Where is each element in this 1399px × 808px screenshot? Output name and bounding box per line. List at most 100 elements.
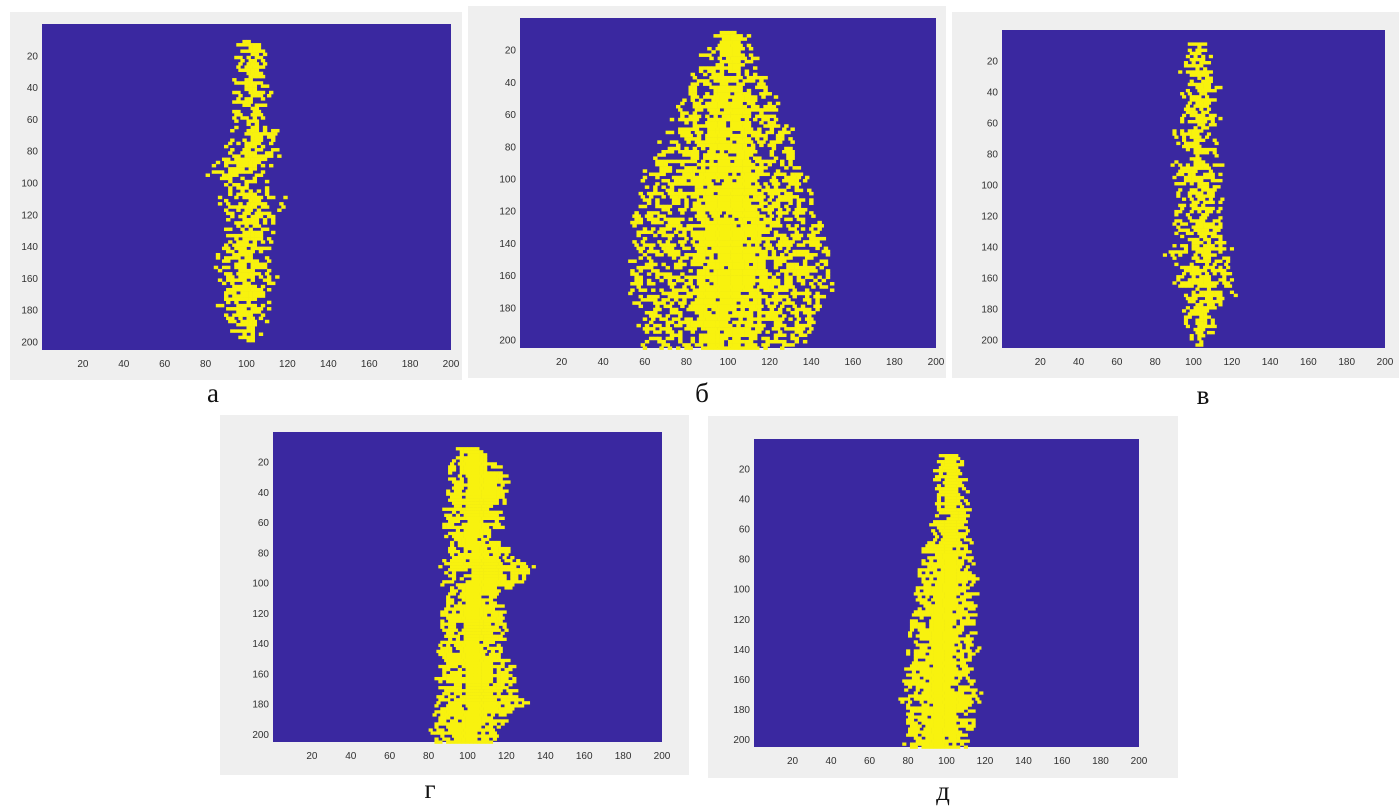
- filled-cell: [800, 249, 806, 254]
- filled-cell: [514, 574, 519, 578]
- filled-cell: [738, 56, 743, 61]
- filled-cell: [252, 291, 258, 295]
- filled-cell: [451, 465, 457, 469]
- filled-cell: [471, 453, 476, 457]
- caption-d: г: [424, 774, 436, 804]
- filled-cell: [1214, 299, 1219, 304]
- filled-cell: [1199, 330, 1204, 335]
- filled-cell: [657, 153, 662, 157]
- filled-cell: [784, 146, 789, 151]
- filled-cell: [236, 109, 241, 114]
- filled-cell: [946, 454, 951, 458]
- filled-cell: [469, 722, 474, 726]
- filled-cell: [1208, 54, 1213, 59]
- filled-cell: [690, 150, 696, 154]
- filled-cell: [721, 79, 727, 83]
- filled-cell: [759, 317, 764, 321]
- filled-cell: [481, 462, 486, 466]
- filled-cell: [732, 330, 737, 334]
- filled-cell: [721, 249, 727, 254]
- filled-cell: [1178, 169, 1183, 174]
- filled-cell: [490, 625, 496, 629]
- filled-cell: [703, 172, 708, 177]
- filled-cell: [471, 728, 476, 732]
- filled-cell: [254, 173, 260, 177]
- filled-cell: [723, 207, 729, 212]
- filled-cell: [775, 182, 781, 186]
- filled-cell: [1201, 197, 1206, 201]
- filled-cell: [746, 92, 752, 96]
- filled-cell: [492, 589, 497, 593]
- filled-cell: [238, 265, 243, 270]
- filled-cell: [1199, 281, 1204, 285]
- filled-cell: [488, 710, 494, 714]
- filled-cell: [1199, 259, 1204, 263]
- filled-cell: [1204, 324, 1210, 329]
- filled-cell: [763, 104, 768, 109]
- filled-cell: [773, 108, 779, 112]
- filled-cell: [944, 469, 949, 473]
- filled-cell: [755, 56, 760, 61]
- filled-cell: [1201, 219, 1206, 223]
- filled-cell: [728, 46, 733, 51]
- filled-cell: [240, 205, 245, 209]
- filled-cell: [1203, 42, 1208, 46]
- filled-cell: [777, 310, 783, 315]
- filled-cell: [268, 90, 274, 95]
- filled-cell: [958, 502, 963, 506]
- filled-cell: [815, 240, 820, 244]
- filled-cell: [492, 559, 497, 563]
- filled-cell: [954, 481, 959, 485]
- filled-cell: [498, 713, 503, 717]
- filled-cell: [448, 622, 453, 626]
- filled-cell: [486, 646, 492, 651]
- filled-cell: [228, 205, 233, 209]
- filled-cell: [692, 243, 698, 247]
- filled-cell: [242, 103, 247, 107]
- filled-cell: [1187, 268, 1192, 273]
- filled-cell: [1214, 234, 1219, 239]
- filled-cell: [1180, 119, 1185, 124]
- filled-cell: [486, 607, 492, 611]
- filled-cell: [692, 85, 698, 90]
- filled-cell: [709, 294, 714, 299]
- filled-cell: [246, 221, 251, 225]
- filled-cell: [815, 262, 820, 267]
- filled-cell: [648, 230, 654, 235]
- filled-cell: [752, 130, 758, 135]
- filled-cell: [730, 182, 735, 186]
- filled-cell: [936, 484, 942, 488]
- filled-cell: [264, 272, 270, 276]
- filled-cell: [673, 224, 679, 228]
- filled-cell: [1189, 144, 1194, 149]
- filled-cell: [696, 275, 702, 280]
- filled-cell: [1203, 92, 1208, 96]
- filled-cell: [500, 516, 505, 521]
- filled-cell: [1187, 178, 1192, 183]
- filled-cell: [451, 610, 457, 614]
- filled-cell: [736, 195, 741, 199]
- filled-cell: [657, 240, 662, 244]
- filled-cell: [455, 513, 461, 517]
- filled-cell: [946, 475, 951, 479]
- filled-cell: [455, 568, 461, 572]
- filled-cell: [252, 87, 258, 92]
- filled-cell: [715, 117, 720, 122]
- filled-cell: [769, 339, 775, 344]
- filled-cell: [736, 178, 741, 183]
- filled-cell: [1193, 144, 1198, 149]
- filled-cell: [703, 53, 708, 57]
- filled-cell: [786, 178, 791, 183]
- filled-cell: [723, 291, 729, 296]
- filled-cell: [262, 62, 268, 66]
- filled-cell: [788, 282, 793, 286]
- x-tick-label: 20: [1035, 357, 1047, 368]
- filled-cell: [444, 658, 449, 663]
- filled-cell: [807, 240, 812, 244]
- filled-cell: [794, 291, 800, 296]
- filled-cell: [742, 327, 748, 331]
- filled-cell: [461, 710, 466, 714]
- filled-cell: [256, 132, 262, 136]
- filled-cell: [467, 707, 472, 711]
- filled-cell: [1182, 271, 1187, 276]
